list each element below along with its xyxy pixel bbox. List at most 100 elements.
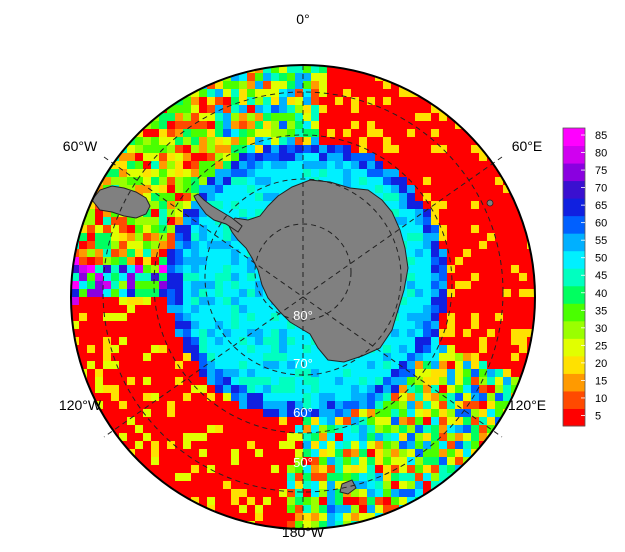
heat-cell xyxy=(303,385,311,393)
heat-cell xyxy=(191,185,199,193)
heat-cell xyxy=(495,361,503,369)
heat-cell xyxy=(527,273,535,281)
heat-cell xyxy=(383,129,391,137)
heat-cell xyxy=(439,353,447,361)
heat-cell xyxy=(135,321,143,329)
colorbar-tick-label: 80 xyxy=(595,148,607,160)
heat-cell xyxy=(423,249,431,257)
heat-cell xyxy=(487,393,495,401)
heat-cell xyxy=(151,361,159,369)
heat-cell xyxy=(111,377,119,385)
heat-cell xyxy=(375,145,383,153)
heat-cell xyxy=(431,169,439,177)
heat-cell xyxy=(135,465,143,473)
heat-cell xyxy=(391,441,399,449)
heat-cell xyxy=(399,185,407,193)
heat-cell xyxy=(479,233,487,241)
heat-cell xyxy=(143,265,151,273)
heat-cell xyxy=(231,513,239,521)
heat-cell xyxy=(463,329,471,337)
heat-cell xyxy=(183,433,191,441)
heat-cell xyxy=(367,145,375,153)
heat-cell xyxy=(191,417,199,425)
heat-cell xyxy=(295,121,303,129)
heat-cell xyxy=(175,457,183,465)
heat-cell xyxy=(303,417,311,425)
heat-cell xyxy=(263,313,271,321)
heat-cell xyxy=(319,369,327,377)
heat-cell xyxy=(447,449,455,457)
heat-cell xyxy=(287,497,295,505)
heat-cell xyxy=(231,193,239,201)
heat-cell xyxy=(423,313,431,321)
heat-cell xyxy=(311,393,319,401)
heat-cell xyxy=(167,265,175,273)
heat-cell xyxy=(351,81,359,89)
heat-cell xyxy=(175,345,183,353)
heat-cell xyxy=(111,169,119,177)
heat-cell xyxy=(311,81,319,89)
heat-cell xyxy=(383,401,391,409)
heat-cell xyxy=(327,177,335,185)
heat-cell xyxy=(287,505,295,513)
heat-cell xyxy=(431,225,439,233)
heat-cell xyxy=(295,489,303,497)
heat-cell xyxy=(231,481,239,489)
heat-cell xyxy=(407,481,415,489)
heat-cell xyxy=(231,121,239,129)
heat-cell xyxy=(247,401,255,409)
heat-cell xyxy=(335,505,343,513)
heat-cell xyxy=(215,465,223,473)
heat-cell xyxy=(239,113,247,121)
heat-cell xyxy=(415,321,423,329)
heat-cell xyxy=(527,289,535,297)
graticule xyxy=(102,65,504,529)
heat-cell xyxy=(167,145,175,153)
heat-cell xyxy=(135,305,143,313)
heat-cell xyxy=(111,273,119,281)
heat-cell xyxy=(247,201,255,209)
heat-cell xyxy=(391,201,399,209)
heat-cell xyxy=(423,385,431,393)
heat-cell xyxy=(199,177,207,185)
heat-cell xyxy=(383,505,391,513)
heat-cell xyxy=(327,145,335,153)
heat-cell xyxy=(191,289,199,297)
heat-cell xyxy=(223,153,231,161)
heat-cell xyxy=(279,489,287,497)
heat-cell xyxy=(407,377,415,385)
heat-cell xyxy=(471,169,479,177)
heat-cell xyxy=(383,489,391,497)
heat-cell xyxy=(471,273,479,281)
colorbar-tick-label: 85 xyxy=(595,130,607,142)
heat-cell xyxy=(415,289,423,297)
heat-cell xyxy=(471,281,479,289)
heat-cell xyxy=(87,209,95,217)
heat-cell xyxy=(463,217,471,225)
heat-cell xyxy=(263,345,271,353)
heat-cell xyxy=(391,177,399,185)
colorbar-swatch xyxy=(563,180,585,199)
heat-cell xyxy=(223,449,231,457)
heat-cell xyxy=(479,153,487,161)
heat-cell xyxy=(415,473,423,481)
heat-cell xyxy=(439,273,447,281)
heat-cell xyxy=(503,185,511,193)
heat-cell xyxy=(487,225,495,233)
heat-cell xyxy=(207,137,215,145)
heat-cell xyxy=(255,505,263,513)
heat-cell xyxy=(151,441,159,449)
heat-cell xyxy=(295,169,303,177)
heat-cell xyxy=(463,353,471,361)
heat-cell xyxy=(319,73,327,81)
heat-cell xyxy=(471,257,479,265)
heat-cell xyxy=(159,441,167,449)
heat-cell xyxy=(503,361,511,369)
heat-cell xyxy=(511,369,519,377)
heat-cell xyxy=(135,233,143,241)
heat-cell xyxy=(479,273,487,281)
heat-cell xyxy=(327,393,335,401)
heat-cell xyxy=(503,201,511,209)
heat-cell xyxy=(407,105,415,113)
heat-cell xyxy=(487,369,495,377)
